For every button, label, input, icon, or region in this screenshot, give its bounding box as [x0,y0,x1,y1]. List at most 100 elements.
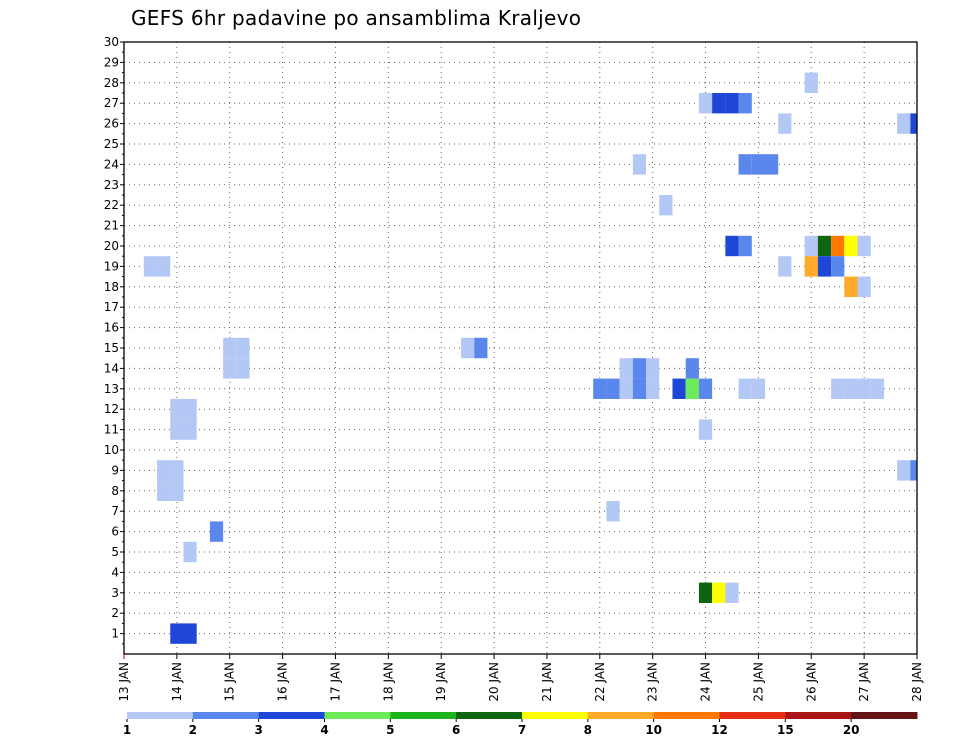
y-tick-label: 28 [104,76,119,90]
heatmap-cell [778,256,792,277]
y-tick-label: 6 [111,525,119,539]
heatmap-cell [857,378,871,399]
x-tick-label: 24 JAN [699,662,713,702]
heatmap-cell [897,113,911,134]
legend-swatch [851,712,918,719]
y-tick-label: 9 [111,463,119,477]
heatmap-cell [157,256,171,277]
heatmap-cell [646,358,660,379]
x-tick-label: 25 JAN [751,662,765,702]
y-tick-label: 18 [104,280,119,294]
heatmap-cell [844,235,858,257]
x-tick-label: 28 JAN [910,662,924,702]
heatmap-cell [698,93,713,114]
heatmap-cell [632,378,647,399]
y-tick-label: 25 [104,137,119,151]
heatmap-cell [606,501,620,522]
y-tick-label: 5 [111,545,119,559]
heatmap-cell [910,460,917,481]
heatmap-cell [236,337,250,359]
y-tick-label: 3 [111,586,119,600]
y-tick-label: 8 [111,484,119,498]
heatmap-cell [738,93,752,114]
heatmap-cell [725,93,739,114]
x-tick-label: 27 JAN [857,662,871,702]
heatmap-cell [857,235,871,257]
heatmap-cell [183,541,197,563]
heatmap-cell [725,235,739,257]
heatmap-cell [183,623,197,644]
heatmap-cell [831,378,845,399]
heatmap-cell [223,358,237,379]
y-tick-label: 1 [111,627,119,641]
x-tick-label: 20 JAN [487,662,501,702]
heatmap-cell [183,419,197,440]
legend-label: 5 [386,723,394,737]
heatmap-cell [632,358,647,379]
heatmap-cell [804,235,818,257]
legend-label: 1 [123,723,131,737]
y-tick-label: 12 [104,402,119,416]
heatmap-cell [738,378,752,399]
y-tick-label: 24 [104,157,119,171]
legend-swatch [192,712,260,719]
x-tick-label: 14 JAN [170,662,184,702]
heatmap-cell [910,113,917,134]
legend-label: 2 [189,723,197,737]
legend-label: 12 [711,723,728,737]
x-tick-label: 15 JAN [223,662,237,702]
legend-swatch [456,712,523,719]
legend-label: 6 [452,723,460,737]
heatmap-cell [751,378,766,399]
x-tick-label: 22 JAN [593,662,607,702]
y-tick-label: 11 [104,423,119,437]
heatmap-cells [143,72,917,644]
legend-label: 8 [584,723,592,737]
legend-label: 15 [777,723,794,737]
legend-swatch [719,712,786,719]
y-tick-label: 22 [104,198,119,212]
heatmap-cell [143,256,158,277]
heatmap-cell [170,623,184,644]
y-tick-label: 13 [104,382,119,396]
heatmap-cell [870,378,884,399]
y-tick-label: 7 [111,504,119,518]
heatmap-cell [170,480,184,501]
legend-swatch [390,712,457,719]
heatmap-cell [804,256,818,277]
legend-swatch [653,712,720,719]
x-tick-label: 16 JAN [276,662,290,702]
legend-label: 3 [254,723,262,737]
heatmap-cell [712,93,726,114]
heatmap-cell [659,195,673,216]
y-tick-label: 4 [111,565,119,579]
heatmap-cell [157,460,171,481]
heatmap-cell [698,582,713,603]
heatmap-cell [738,154,752,175]
y-tick-label: 16 [104,321,119,335]
heatmap-cell [685,358,699,379]
legend-swatch [587,712,655,719]
legend-label: 4 [320,723,328,737]
x-tick-label: 19 JAN [434,662,448,702]
legend-label: 10 [645,723,662,737]
heatmap-cell [831,256,845,277]
heatmap-cell [751,154,766,175]
heatmap-cell [236,358,250,379]
y-tick-label: 26 [104,117,119,131]
y-tick-label: 23 [104,178,119,192]
heatmap-cell [725,582,739,603]
y-tick-label: 15 [104,341,119,355]
heatmap-cell [738,235,752,257]
y-tick-label: 19 [104,259,119,273]
heatmap-cell [619,378,633,399]
heatmap-cell [223,337,237,359]
heatmap-cell [170,399,184,420]
y-tick-label: 30 [104,35,119,49]
heatmap-cell [619,358,633,379]
x-tick-label: 23 JAN [646,662,660,702]
legend-swatch [258,712,325,719]
x-tick-label: 13 JAN [117,662,131,702]
heatmap-cell [712,582,726,603]
